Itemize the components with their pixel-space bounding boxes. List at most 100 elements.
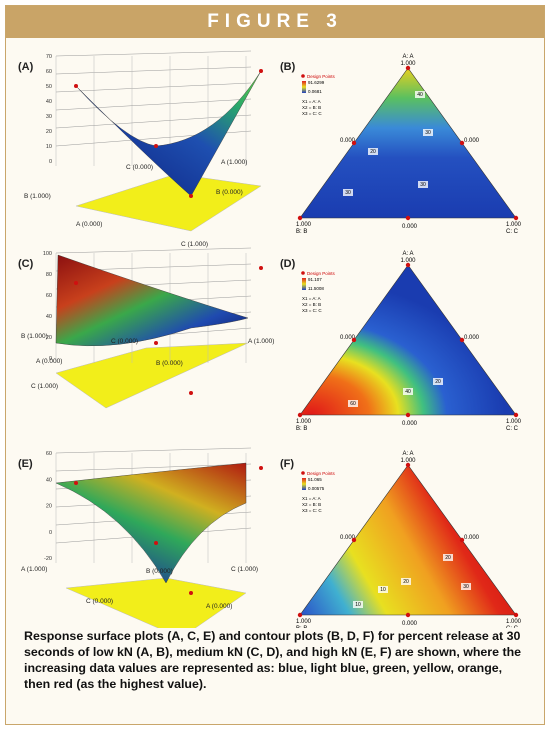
apex-value: 1.000 [400,61,416,67]
z-tick-label: 70 [46,54,52,60]
contour-label: 20 [435,379,441,385]
legend-text: 91.6299 [308,80,325,85]
surface [55,462,247,584]
design-point [74,84,78,88]
contour-label: 10 [355,602,361,608]
factor-text: X2 = B: B [302,502,321,507]
surface [55,254,249,347]
apex-label: A: A [402,251,413,257]
design-point [189,391,193,395]
panel: (C) 100 80 60 40 20 0 C (0.000) A (1.000) B (1.00… [18,247,274,409]
vertex-label: C: C [506,426,519,432]
z-tick-label: 20 [46,504,52,510]
contour-label-box [461,583,471,590]
box-line [55,98,252,111]
legend-dot [301,74,305,78]
design-point [405,262,411,268]
design-point [259,69,263,73]
factor-text: X1 = A: A [302,296,321,301]
legend-dot [301,271,305,275]
design-point [351,337,357,343]
box-line [55,82,252,93]
edge-value: 0.000 [464,535,480,541]
axis-label: C (0.000) [111,338,138,345]
vertex-label: B: B [296,626,307,628]
ternary [299,464,517,616]
z-tick-label: 60 [46,451,52,457]
ternary [299,67,517,219]
figure: FIGURE 3 (A) 70 60 50 40 30 20 10 0 C (0.000) A (1… [5,5,545,725]
legend-bar [302,278,306,290]
legend-text: 0.0681 [308,89,322,94]
legend-text: Design Points [307,74,336,79]
axis-label: A (1.000) [21,566,47,573]
figure-title: FIGURE 3 [6,6,544,38]
contour-label-box [418,181,428,188]
box-line [55,114,252,129]
z-tick-label: 60 [46,69,52,75]
z-tick-label: 40 [46,99,52,105]
z-tick-label: 100 [43,251,52,257]
floor [75,173,262,232]
panel-label: (A) [18,61,34,73]
legend-text: 0.00575 [308,486,325,491]
contour-label: 30 [420,182,426,188]
z-tick-label: 0 [49,530,52,536]
factor-text: X2 = B: B [302,302,321,307]
contour-label-box [348,400,358,407]
edge-value: 0.000 [464,335,480,341]
contour-label-box [378,586,388,593]
z-tick-label: 60 [46,293,52,299]
contour-label-box [353,601,363,608]
contour-label: 40 [417,92,423,98]
axis-label: B (0.000) [146,568,173,575]
contour-label: 40 [405,389,411,395]
legend-text: 91.107 [308,277,322,282]
design-point [405,412,411,418]
factor-text: X1 = A: A [302,99,321,104]
caption: Response surface plots (A, C, E) and con… [24,629,522,691]
design-point [405,612,411,618]
axis-label: A (1.000) [248,338,274,345]
factor-text: X3 = C: C [302,508,322,513]
design-point [405,215,411,221]
z-tick-label: 30 [46,114,52,120]
contour-label-box [423,129,433,136]
vertex-label: B: B [296,229,307,235]
axis-label: A (0.000) [76,221,102,228]
design-point [297,412,303,418]
design-point [513,215,519,221]
design-point [189,591,193,595]
legend-bar [302,81,306,93]
factor-text: X3 = C: C [302,111,322,116]
contour-label: 20 [445,555,451,561]
axis-label: B (0.000) [216,189,243,196]
apex-label: A: A [402,451,413,457]
contour-label: 60 [350,401,356,407]
axis-label: C (1.000) [31,383,58,390]
axis-label: A (0.000) [36,358,62,365]
design-point [351,140,357,146]
z-tick-label: 10 [46,144,52,150]
edge-value: 0.000 [402,224,418,230]
design-point [297,612,303,618]
z-tick-label: 80 [46,272,52,278]
axis-label: A (1.000) [221,159,247,166]
legend-text: 11.5008 [308,286,324,291]
z-tick-label: 0 [49,356,52,362]
vertex-value: 1.000 [296,619,312,625]
floor [55,342,249,409]
contour-label-box [443,554,453,561]
axis-label: A (0.000) [206,603,232,610]
vertex-value: 1.000 [506,222,522,228]
legend-bar [302,478,306,490]
panel: (A) 70 60 50 40 30 20 10 0 C (0.000) A (1.000) B (1… [18,50,263,248]
factor-text: X1 = A: A [302,496,321,501]
design-point [405,462,411,468]
design-point [351,537,357,543]
legend-text: 51.065 [308,477,322,482]
vertex-value: 1.000 [506,419,522,425]
